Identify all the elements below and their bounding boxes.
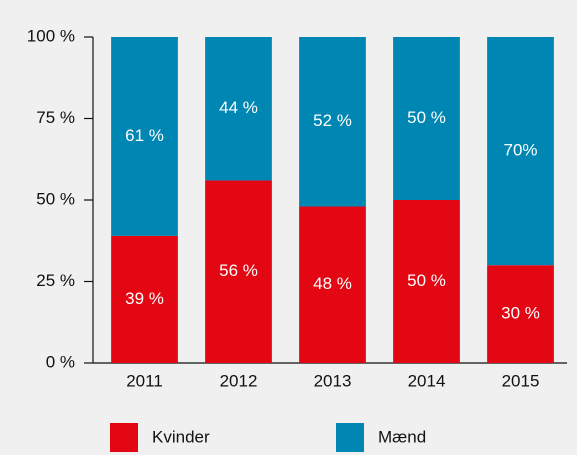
- data-label: 44 %: [219, 98, 258, 117]
- data-label: 50 %: [407, 108, 446, 127]
- legend-label: Mænd: [378, 427, 426, 446]
- bar-segment: [299, 206, 366, 363]
- x-tick-label: 2011: [126, 371, 163, 390]
- bar-segment: [111, 37, 178, 236]
- x-tick-label: 2014: [408, 371, 446, 390]
- y-tick-label: 50 %: [36, 189, 75, 208]
- bar-segment: [487, 265, 554, 363]
- data-label: 61 %: [125, 126, 164, 145]
- bar-segment: [299, 37, 366, 207]
- data-label: 50 %: [407, 271, 446, 290]
- data-label: 30 %: [501, 304, 540, 323]
- data-label: 52 %: [313, 111, 352, 130]
- bar-segment: [393, 37, 460, 200]
- legend-swatch: [110, 423, 138, 452]
- bar-segment: [487, 37, 554, 266]
- bar-segment: [205, 37, 272, 181]
- data-label: 70%: [503, 141, 537, 160]
- bar-segment: [111, 235, 178, 363]
- x-tick-label: 2012: [220, 371, 258, 390]
- legend-swatch: [336, 423, 364, 452]
- bar-segment: [393, 200, 460, 363]
- y-tick-label: 25 %: [36, 271, 75, 290]
- data-label: 56 %: [219, 261, 258, 280]
- data-label: 48 %: [313, 274, 352, 293]
- data-label: 39 %: [125, 289, 164, 308]
- x-tick-label: 2015: [502, 371, 540, 390]
- x-tick-label: 2013: [314, 371, 352, 390]
- y-tick-label: 0 %: [46, 352, 75, 371]
- y-tick-label: 100 %: [27, 26, 75, 45]
- y-tick-label: 75 %: [36, 108, 75, 127]
- legend-label: Kvinder: [152, 427, 210, 446]
- bar-segment: [205, 180, 272, 363]
